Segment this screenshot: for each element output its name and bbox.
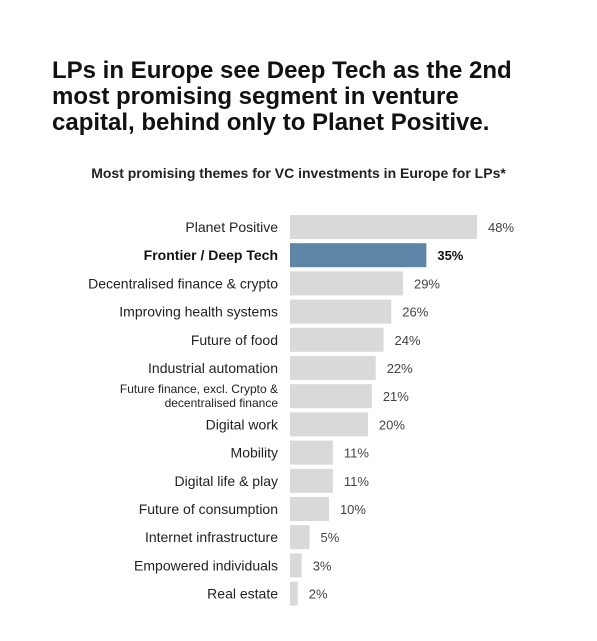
bar-0 [290, 215, 477, 239]
bar-7 [290, 412, 368, 437]
headline-line-2: most promising segment in venture [52, 83, 459, 110]
category-label-6: Future finance, excl. Crypto & decentrali… [120, 382, 278, 410]
bar-2 [290, 271, 403, 296]
value-label-4: 24% [395, 333, 421, 348]
bar-4 [290, 327, 384, 352]
bar-1 [290, 243, 427, 268]
value-label-8: 11% [344, 446, 369, 461]
value-label-6: 21% [383, 389, 409, 404]
category-label-9: Digital life & play [175, 473, 279, 489]
bar-10 [290, 497, 329, 521]
value-label-13: 2% [309, 587, 328, 602]
category-label-7: Digital work [206, 416, 279, 432]
value-label-3: 26% [402, 305, 428, 320]
bar-12 [290, 553, 302, 578]
value-label-1: 35% [437, 248, 463, 263]
chart-title: Most promising themes for VC investments… [91, 165, 506, 181]
value-label-7: 20% [379, 417, 405, 432]
bar-3 [290, 299, 392, 324]
value-label-12: 3% [313, 558, 332, 573]
bar-6 [290, 384, 372, 409]
headline-line-1: LPs in Europe see Deep Tech as the 2nd [52, 57, 512, 84]
category-label-3: Improving health systems [119, 304, 278, 320]
bar-13 [290, 581, 298, 606]
headline: LPs in Europe see Deep Tech as the 2nd m… [52, 58, 572, 136]
bar-5 [290, 356, 376, 380]
category-label-4: Future of food [191, 332, 278, 348]
bar-8 [290, 440, 333, 465]
value-label-2: 29% [414, 276, 440, 291]
category-label-6-line-1: decentralised finance [165, 396, 279, 410]
value-label-0: 48% [488, 220, 514, 235]
category-label-6-line-0: Future finance, excl. Crypto & [120, 382, 278, 396]
value-label-5: 22% [387, 361, 413, 376]
value-label-11: 5% [320, 530, 339, 545]
bar-9 [290, 468, 333, 493]
category-label-10: Future of consumption [139, 501, 278, 517]
category-label-12: Empowered individuals [134, 557, 278, 573]
category-label-13: Real estate [207, 586, 278, 602]
category-label-1: Frontier / Deep Tech [144, 247, 278, 263]
category-label-11: Internet infrastructure [145, 529, 278, 545]
bar-11 [290, 525, 310, 550]
category-label-2: Decentralised finance & crypto [88, 275, 278, 291]
value-label-10: 10% [340, 502, 366, 517]
category-label-5: Industrial automation [148, 360, 278, 376]
category-label-8: Mobility [231, 445, 278, 461]
value-label-9: 11% [344, 474, 369, 489]
category-label-0: Planet Positive [185, 219, 278, 235]
headline-line-3: capital, behind only to Planet Positive. [52, 109, 490, 136]
